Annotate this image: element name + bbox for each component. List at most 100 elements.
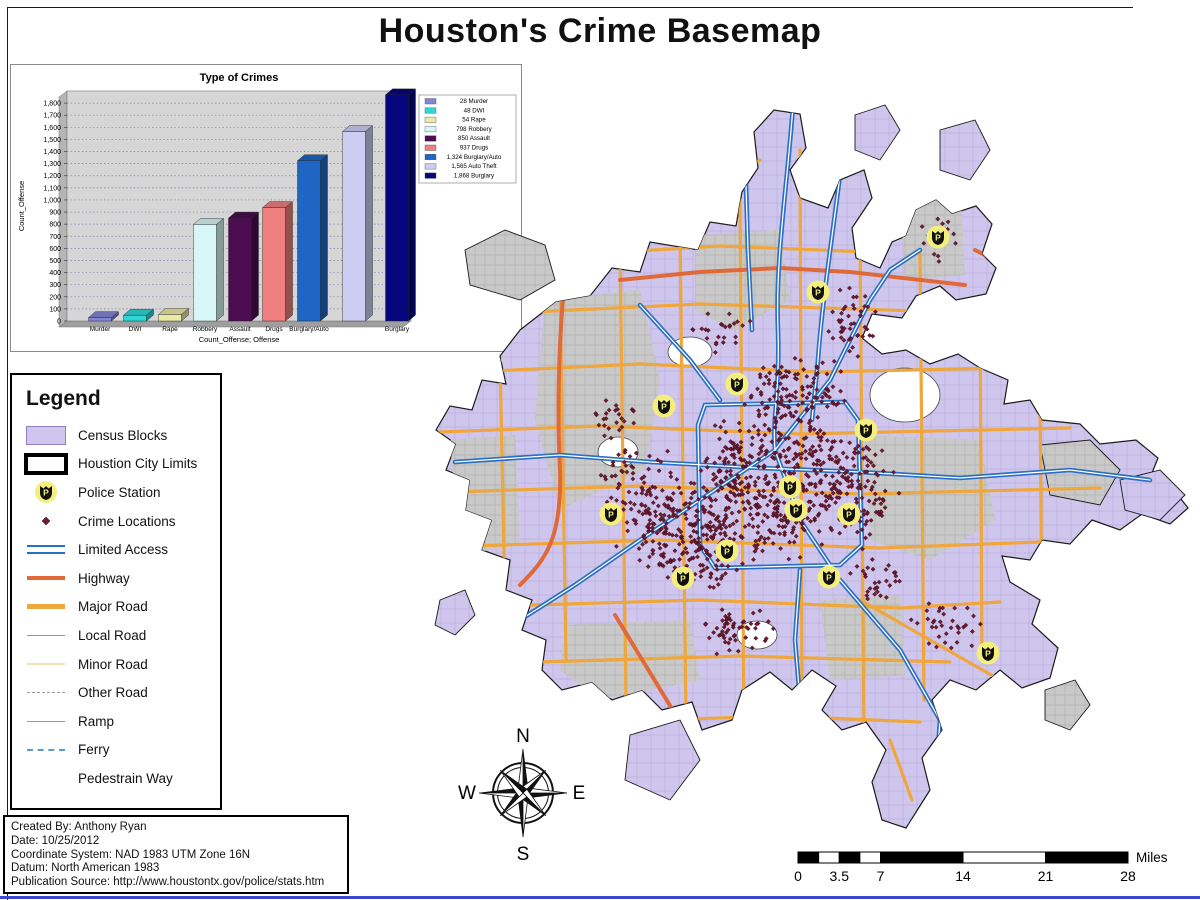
y-tick-label: 1,500 <box>43 137 61 144</box>
y-tick-label: 1,600 <box>43 125 61 132</box>
x-tick-label: DWI <box>129 326 142 333</box>
credit-line: Coordinate System: NAD 1983 UTM Zone 16N <box>11 848 251 861</box>
chart-title: Type of Crimes <box>200 72 279 84</box>
chart-legend-label: 1,324 Burglary/Auto <box>447 154 502 161</box>
crime-cluster <box>908 601 983 651</box>
svg-text:P: P <box>787 483 793 493</box>
x-tick-label: Assault <box>229 326 251 333</box>
svg-text:P: P <box>734 380 740 390</box>
crime-type-chart-panel: Type of Crimes 0 100 200 300 400 500 600 700 800 9… <box>10 64 522 352</box>
legend-item-crime: Crime Locations <box>24 507 220 536</box>
crime-swatch-icon <box>24 515 68 527</box>
x-tick-label: Burglary <box>385 326 410 333</box>
legend-item-other: Other Road <box>24 678 220 707</box>
legend-item-major: Major Road <box>24 593 220 622</box>
chart-legend-label: 1,565 Auto Theft <box>451 163 497 170</box>
crime-location-dots <box>593 216 983 657</box>
compass-star <box>478 748 568 838</box>
limited-swatch-icon <box>24 545 68 555</box>
police-station-markers: P P P P P P P P P P P P P <box>599 225 1000 665</box>
compass-w-label: W <box>458 783 476 804</box>
crime-cluster <box>703 607 776 657</box>
chart-legend-label: 54 Rape <box>462 117 486 124</box>
legend-item-pedestrian: Pedestrain Way <box>24 764 220 793</box>
x-tick-label: Rape <box>162 326 178 333</box>
svg-text:P: P <box>826 573 832 583</box>
ferry-swatch-icon <box>24 748 68 751</box>
legend-item-label: Pedestrain Way <box>78 770 173 786</box>
x-axis-title: Count_Offense; Offense <box>199 335 280 344</box>
crime-bar-chart: Type of Crimes 0 100 200 300 400 500 600 700 800 9… <box>17 72 517 344</box>
legend-item-label: Houstion City Limits <box>78 456 198 472</box>
chart-legend-label: 850 Assault <box>458 135 490 142</box>
bar-drugs <box>261 201 294 322</box>
legend-item-highway: Highway <box>24 564 220 593</box>
police-station-marker: P <box>784 498 808 522</box>
credit-line: Datum: North American 1983 <box>11 862 160 875</box>
legend-item-label: Local Road <box>78 627 147 643</box>
x-tick-label: Burglary/Auto <box>289 326 329 333</box>
legend-item-label: Major Road <box>78 599 148 615</box>
legend-item-label: Police Station <box>78 484 161 500</box>
y-tick-label: 1,700 <box>43 113 61 120</box>
crime-cluster <box>847 557 902 602</box>
police-station-marker: P <box>715 539 739 563</box>
credit-line: Created By: Anthony Ryan <box>11 821 147 833</box>
y-tick-label: 500 <box>49 258 61 265</box>
compass-e-label: E <box>573 783 586 804</box>
svg-text:P: P <box>815 288 821 298</box>
svg-text:P: P <box>985 649 991 659</box>
y-tick-label: 600 <box>49 246 61 253</box>
bar-robbery <box>192 217 225 322</box>
bar-burglary-auto <box>296 154 329 322</box>
credit-line: Publication Source: http://www.houstontx… <box>11 876 325 889</box>
legend-item-ferry: Ferry <box>24 736 220 765</box>
bar-dwi <box>122 308 155 322</box>
scale-tick-label: 21 <box>1038 868 1054 884</box>
legend-item-label: Ramp <box>78 713 115 729</box>
police-station-marker: P <box>599 502 623 526</box>
other-swatch-icon <box>24 692 68 694</box>
svg-text:P: P <box>661 402 667 412</box>
crime-cluster <box>688 400 870 563</box>
bar-assault <box>227 211 260 322</box>
north-arrow-compass: N S W E <box>458 726 586 865</box>
svg-text:P: P <box>846 510 852 520</box>
scale-tick-label: 28 <box>1120 868 1136 884</box>
y-tick-label: 1,800 <box>43 101 61 108</box>
map-legend: Legend Census Blocks Houstion City Limits… <box>10 373 222 810</box>
chart-legend-label: 798 Robbery <box>456 126 492 133</box>
svg-text:P: P <box>935 233 941 243</box>
scale-tick-label: 14 <box>955 868 971 884</box>
svg-text:P: P <box>863 426 869 436</box>
legend-item-local: Local Road <box>24 621 220 650</box>
legend-item-label: Other Road <box>78 685 148 701</box>
svg-text:P: P <box>793 506 799 516</box>
x-tick-label: Robbery <box>193 326 218 333</box>
highway-swatch-icon <box>24 576 68 581</box>
crime-cluster <box>690 311 753 355</box>
scale-tick-label: 7 <box>877 868 885 884</box>
legend-item-limits: Houstion City Limits <box>24 450 220 479</box>
legend-item-police: P Police Station <box>24 478 220 507</box>
police-station-marker: P <box>806 280 830 304</box>
y-tick-label: 700 <box>49 234 61 241</box>
legend-items: Census Blocks Houstion City Limits P Police… <box>24 421 220 793</box>
legend-item-limited: Limited Access <box>24 535 220 564</box>
police-station-marker: P <box>926 225 950 249</box>
legend-item-label: Crime Locations <box>78 513 176 529</box>
police-station-marker: P <box>671 566 695 590</box>
crime-cluster <box>593 398 637 441</box>
compass-n-label: N <box>516 726 530 747</box>
page-title: Houston's Crime Basemap <box>378 12 822 50</box>
police-swatch-icon: P <box>24 479 68 505</box>
map-frame[interactable]: P P P P P P P P P P P P P <box>370 80 1200 870</box>
police-station-marker: P <box>817 565 841 589</box>
census-swatch-icon <box>24 425 68 445</box>
legend-title: Legend <box>26 387 101 410</box>
svg-text:P: P <box>680 574 686 584</box>
scale-segment <box>1045 851 1129 864</box>
compass-s-label: S <box>517 844 530 865</box>
scale-unit-label: Miles <box>1136 850 1168 865</box>
